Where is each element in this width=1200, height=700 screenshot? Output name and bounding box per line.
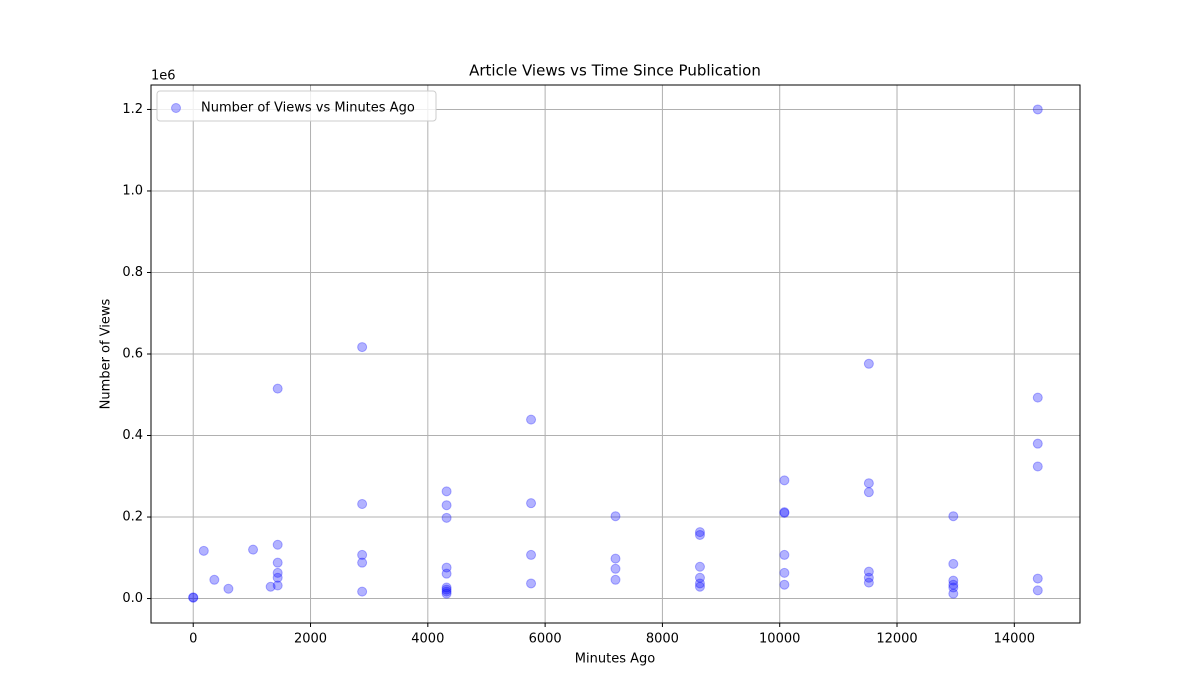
point — [357, 586, 368, 597]
x-tick-label: 0 — [189, 632, 197, 647]
point — [272, 383, 283, 394]
point — [441, 584, 452, 595]
y-tick-label: 1.2 — [122, 102, 143, 117]
point — [779, 507, 790, 518]
plot-frame — [150, 84, 1081, 624]
point — [610, 553, 621, 564]
point — [526, 414, 537, 425]
point — [441, 512, 452, 523]
chart-title: Article Views vs Time Since Publication — [469, 62, 761, 80]
point — [863, 478, 874, 489]
point — [272, 557, 283, 568]
point — [694, 561, 705, 572]
point — [1032, 438, 1043, 449]
point — [357, 549, 368, 560]
point — [357, 557, 368, 568]
point — [526, 549, 537, 560]
point — [863, 358, 874, 369]
legend-box — [156, 90, 437, 122]
point — [779, 579, 790, 590]
point — [779, 507, 790, 518]
y-tick-label: 0.4 — [122, 428, 143, 443]
y-tick-label: 0.8 — [122, 265, 143, 280]
point — [948, 582, 959, 593]
point — [272, 567, 283, 578]
y-tick-label: 0.2 — [122, 510, 143, 525]
point — [948, 511, 959, 522]
point — [441, 500, 452, 511]
point — [1032, 573, 1043, 584]
x-tick-label: 8000 — [646, 632, 679, 647]
x-tick-label: 10000 — [759, 632, 800, 647]
point — [526, 578, 537, 589]
point — [441, 568, 452, 579]
point — [441, 588, 452, 599]
y-tick-label: 0.0 — [122, 591, 143, 606]
point — [188, 592, 199, 603]
point — [779, 475, 790, 486]
y-offset-label: 1e6 — [151, 69, 176, 84]
point — [863, 572, 874, 583]
point — [526, 498, 537, 509]
x-axis-label: Minutes Ago — [575, 652, 655, 667]
x-tick-label: 12000 — [876, 632, 917, 647]
point — [863, 566, 874, 577]
x-tick-label: 4000 — [411, 632, 444, 647]
point — [1032, 461, 1043, 472]
point — [694, 578, 705, 589]
point — [779, 549, 790, 560]
point — [610, 574, 621, 585]
point — [265, 581, 276, 592]
point — [694, 529, 705, 540]
legend-marker — [171, 103, 181, 113]
x-tick-label: 14000 — [994, 632, 1035, 647]
y-tick-label: 0.6 — [122, 347, 143, 362]
point — [948, 575, 959, 586]
point — [694, 572, 705, 583]
legend-label: Number of Views vs Minutes Ago — [201, 101, 415, 116]
point — [441, 562, 452, 573]
point — [610, 563, 621, 574]
point — [1032, 392, 1043, 403]
point — [694, 581, 705, 592]
point — [779, 567, 790, 578]
point — [948, 588, 959, 599]
point — [863, 577, 874, 588]
y-axis-label: Number of Views — [99, 298, 114, 409]
point — [441, 486, 452, 497]
point — [272, 572, 283, 583]
point — [272, 580, 283, 591]
y-tick-label: 1.0 — [122, 183, 143, 198]
point — [694, 527, 705, 538]
point — [948, 558, 959, 569]
point — [223, 583, 234, 594]
point — [1032, 585, 1043, 596]
point — [863, 487, 874, 498]
point — [198, 545, 209, 556]
point — [441, 586, 452, 597]
point — [357, 498, 368, 509]
x-tick-label: 6000 — [529, 632, 562, 647]
point — [441, 582, 452, 593]
point — [272, 539, 283, 550]
point — [188, 592, 199, 603]
point — [209, 574, 220, 585]
point — [948, 579, 959, 590]
point — [610, 511, 621, 522]
point — [248, 544, 259, 555]
x-tick-label: 2000 — [294, 632, 327, 647]
point — [1032, 104, 1043, 115]
point — [357, 342, 368, 353]
